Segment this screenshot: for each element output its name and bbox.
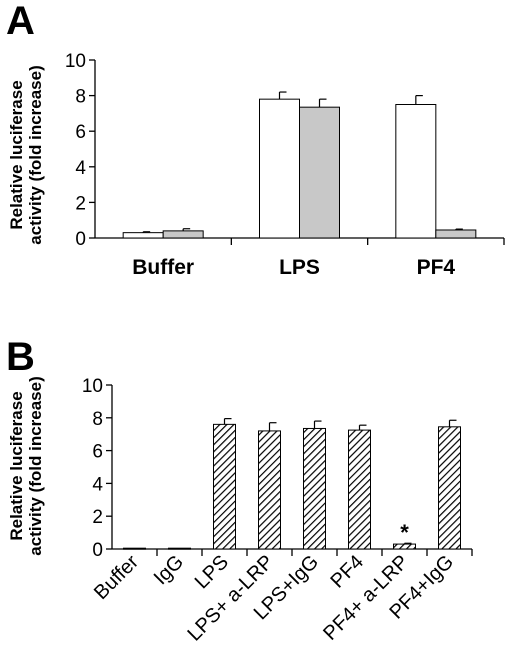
- panel-a-bar: [259, 98, 300, 239]
- panel-a-y-label-line2: activity (fold increase): [26, 65, 45, 245]
- panel-b-bar: [213, 423, 236, 550]
- panel-b-y-tick-label: 4: [92, 474, 103, 495]
- panel-b-y-tick-label: 0: [92, 540, 103, 561]
- panel-a-bar: [435, 229, 477, 239]
- panel-a-bar: [122, 232, 164, 239]
- panel-b-y-label-line1: Relative luciferase: [7, 391, 26, 540]
- panel-b-y-tick-label: 2: [92, 507, 103, 528]
- panel-a-y-tick-label: 6: [75, 122, 86, 143]
- panel-a-y-axis-label: Relative luciferase activity (fold incre…: [7, 65, 45, 245]
- panel-a-category-label: PF4: [417, 256, 456, 279]
- panel-b: B Relative luciferase activity (fold inc…: [6, 335, 473, 646]
- panel-b-y-tick-label: 6: [92, 442, 103, 463]
- panel-a-y-label-line1: Relative luciferase: [7, 80, 26, 229]
- panel-a-y-tick-label: 2: [75, 193, 86, 214]
- panel-b-bar: [123, 547, 146, 550]
- panel-a-bar: [299, 106, 340, 239]
- panel-a: A Relative luciferase activity (fold inc…: [6, 0, 505, 279]
- panel-a-y-tick-label: 4: [75, 158, 86, 179]
- panel-a-bar: [162, 230, 204, 239]
- panel-b-bar: [303, 427, 326, 550]
- panel-b-bar: [168, 547, 191, 550]
- panel-a-y-tick-label: 8: [75, 87, 86, 108]
- panel-b-bar: [438, 426, 461, 550]
- panel-b-bar: [258, 430, 281, 550]
- panel-b-category-label: IgG: [150, 551, 188, 589]
- panel-b-y-axis-label: Relative luciferase activity (fold incre…: [7, 376, 45, 556]
- panel-a-bar: [395, 104, 437, 239]
- panel-a-y-tick-label: 0: [75, 229, 86, 250]
- panel-a-category-label: LPS: [279, 256, 320, 279]
- panel-a-y-tick-label: 10: [65, 51, 86, 72]
- panel-b-y-tick-label: 8: [92, 409, 103, 430]
- panel-a-category-label: Buffer: [132, 256, 194, 279]
- panel-b-bar: [348, 429, 371, 550]
- panel-b-y-tick-label: 10: [82, 376, 103, 397]
- panel-b-y-label-line2: activity (fold increase): [26, 376, 45, 556]
- panel-a-label: A: [6, 0, 35, 43]
- panel-b-label: B: [6, 335, 35, 379]
- panel-b-significance-marker: *: [400, 520, 409, 545]
- panel-a-plot-area: 0 2 4 6 8 10 Buffer LPS PF4: [65, 51, 505, 279]
